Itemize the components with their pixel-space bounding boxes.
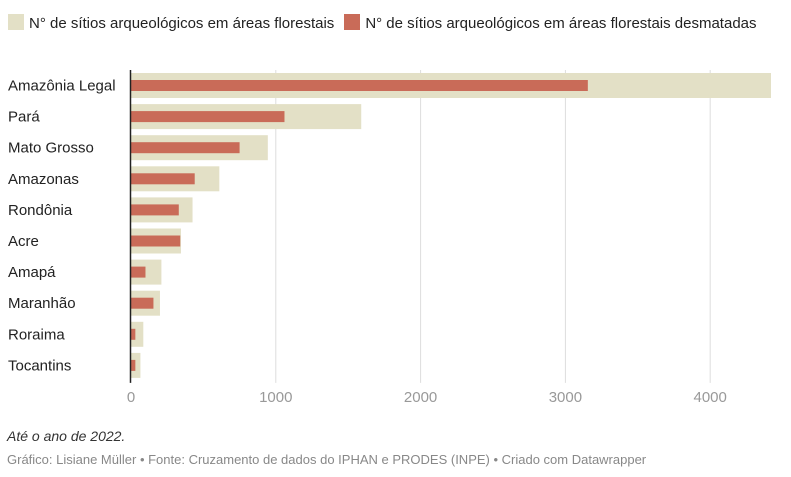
x-tick-label-1000: 1000 bbox=[259, 389, 292, 406]
bar-desmatadas-1 bbox=[131, 80, 588, 91]
bar-chart: Amazônia Legal Pará Mato Grosso Amazonas Ron… bbox=[8, 70, 771, 406]
x-tick-label-2000: 2000 bbox=[404, 389, 437, 406]
bar-desmatadas-5 bbox=[131, 204, 179, 216]
category-label-4: Amazonas bbox=[8, 171, 79, 188]
bar-desmatadas-7 bbox=[131, 266, 146, 278]
bar-florestais-9 bbox=[131, 321, 144, 347]
legend-swatch-desmatadas bbox=[344, 14, 361, 30]
legend-label-desmatadas: N° de sítios arqueológicos em áreas flor… bbox=[365, 15, 757, 32]
category-label-2: Pará bbox=[8, 109, 40, 126]
category-label-7: Amapá bbox=[8, 264, 56, 281]
category-label-8: Maranhão bbox=[8, 295, 76, 312]
bar-desmatadas-9 bbox=[131, 328, 136, 340]
bar-florestais-10 bbox=[131, 352, 141, 378]
category-label-5: Rondônia bbox=[8, 202, 73, 219]
category-label-9: Roraima bbox=[8, 326, 65, 343]
category-label-3: Mato Grosso bbox=[8, 140, 94, 157]
legend-label-florestais: N° de sítios arqueológicos em áreas flor… bbox=[29, 15, 335, 32]
category-label-6: Acre bbox=[8, 233, 39, 250]
bar-desmatadas-6 bbox=[131, 235, 181, 247]
bar-desmatadas-8 bbox=[131, 297, 154, 309]
legend-swatch-florestais bbox=[8, 14, 24, 30]
x-tick-label-3000: 3000 bbox=[549, 389, 582, 406]
x-tick-label-0: 0 bbox=[127, 389, 135, 406]
chart-note: Até o ano de 2022. bbox=[7, 428, 126, 444]
chart-legend: N° de sítios arqueológicos em áreas flor… bbox=[8, 12, 778, 36]
bar-desmatadas-4 bbox=[131, 173, 195, 185]
bar-desmatadas-3 bbox=[131, 142, 240, 154]
chart-credit: Gráfico: Lisiane Müller • Fonte: Cruzame… bbox=[7, 452, 647, 467]
category-label-10: Tocantins bbox=[8, 357, 71, 374]
bar-desmatadas-2 bbox=[131, 111, 285, 123]
x-tick-label-4000: 4000 bbox=[693, 389, 726, 406]
legend-item-desmatadas: N° de sítios arqueológicos em áreas flor… bbox=[344, 14, 757, 32]
bar-desmatadas-10 bbox=[131, 359, 136, 371]
category-label-1: Amazônia Legal bbox=[8, 78, 116, 95]
legend-item-florestais: N° de sítios arqueológicos em áreas flor… bbox=[8, 14, 335, 32]
